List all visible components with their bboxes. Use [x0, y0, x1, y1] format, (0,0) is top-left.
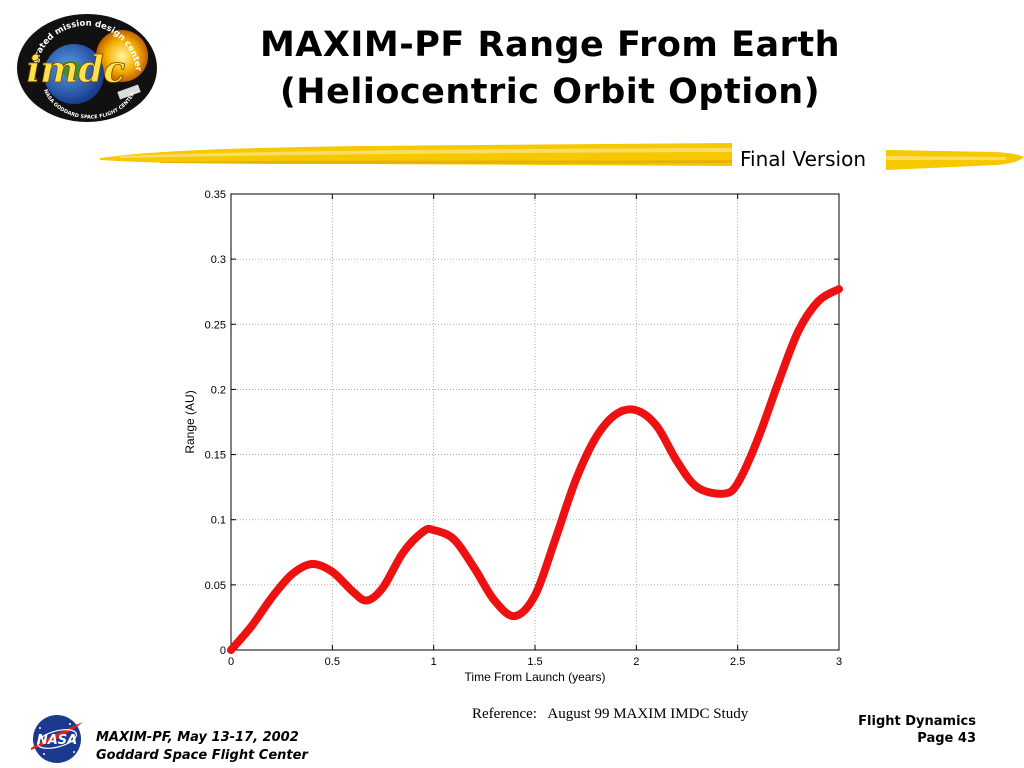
range-chart: 0 0.5 1 1.5 2 2.5 300.050.10.150.20.250.30.35 … [183, 189, 843, 684]
y-tick-label: 0.1 [211, 515, 226, 527]
slide-title: MAXIM-PF Range From Earth (Heliocentric … [180, 22, 920, 116]
y-axis-label: Range (AU) [183, 390, 197, 453]
y-tick-label: 0.3 [211, 254, 226, 266]
y-tick-label: 0.05 [205, 580, 226, 592]
axis-ticks: 0 0.5 1 1.5 2 2.5 3 0 0.05 0.1 0.15 0.2 0.25 0.3 0.35 [205, 189, 842, 668]
yellow-brush-stroke-left [100, 143, 732, 166]
slide-title-line1: MAXIM-PF Range From Earth [259, 25, 841, 65]
y-tick-label: 0.35 [205, 189, 226, 201]
slide-title-line2: (Heliocentric Orbit Option) [279, 72, 821, 112]
x-tick-label: 0.5 [325, 656, 340, 668]
range-series-line [227, 285, 843, 654]
footer-right: Flight Dynamics Page 43 [858, 713, 976, 747]
footer-left: MAXIM-PF, May 13-17, 2002 Goddard Space … [96, 729, 308, 765]
footer-study-label: MAXIM-PF, May 13-17, 2002 [96, 730, 299, 745]
yellow-brush-stroke-right [886, 150, 1024, 170]
x-tick-label: 0 [228, 656, 234, 668]
x-axis-label: Time From Launch (years) [465, 670, 606, 684]
final-version-label: Final Version [740, 147, 866, 171]
grid-lines [231, 194, 839, 650]
nasa-logo-text: NASA [37, 733, 77, 748]
x-tick-label: 1 [431, 656, 437, 668]
imdc-logo: integrated mission design center imdc NA… [17, 14, 157, 122]
page-number: Page 43 [917, 731, 976, 746]
footer-center-label: Goddard Space Flight Center [96, 748, 308, 763]
y-tick-label: 0.15 [205, 450, 226, 462]
y-tick-label: 0 [220, 645, 226, 657]
x-tick-label: 1.5 [527, 656, 542, 668]
reference-note: Reference: August 99 MAXIM IMDC Study [472, 706, 749, 722]
footer-department-label: Flight Dynamics [858, 714, 976, 729]
nasa-logo: NASA [31, 715, 83, 763]
x-tick-label: 3 [836, 656, 842, 668]
y-tick-label: 0.25 [205, 319, 226, 331]
y-tick-label: 0.2 [211, 384, 226, 396]
x-tick-label: 2.5 [730, 656, 745, 668]
logo-center-text: imdc [27, 49, 126, 91]
x-tick-label: 2 [633, 656, 639, 668]
